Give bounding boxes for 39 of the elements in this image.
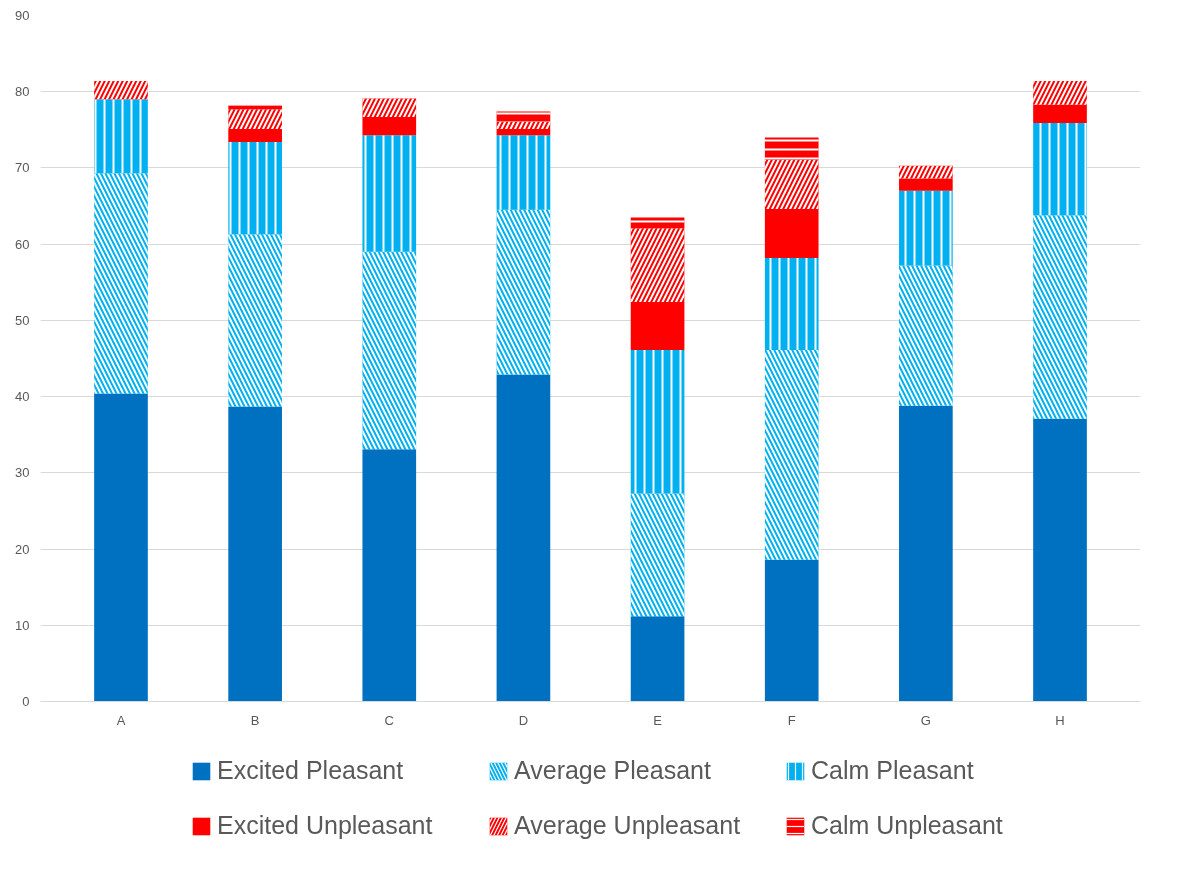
- x-tick-label: H: [1055, 712, 1065, 728]
- y-tick-label: 40: [15, 389, 30, 405]
- x-tick-label: B: [250, 712, 260, 728]
- bar: [899, 405, 953, 702]
- x-tick-label: A: [116, 712, 126, 728]
- x-tick-label: C: [384, 712, 394, 728]
- bar: [228, 129, 282, 143]
- legend-label: Calm Unpleasant: [811, 811, 1004, 840]
- bar: [764, 559, 819, 702]
- bar: [1033, 104, 1087, 123]
- y-tick-label: 70: [15, 160, 30, 176]
- legend-label: Excited Pleasant: [217, 756, 405, 785]
- bar: [362, 449, 417, 702]
- y-tick-label: 30: [15, 465, 30, 481]
- bar: [94, 393, 148, 702]
- bar: [496, 129, 551, 136]
- y-tick-label: 60: [15, 236, 30, 252]
- bar: [1033, 418, 1087, 702]
- bar: [899, 178, 953, 191]
- bar: [496, 374, 551, 702]
- y-tick-label: 20: [15, 541, 30, 557]
- x-tick-label: F: [787, 712, 796, 728]
- y-tick-label: 90: [15, 8, 30, 23]
- y-tick-label: 50: [15, 312, 30, 328]
- bar: [764, 209, 819, 258]
- bar: [362, 116, 417, 136]
- y-tick-label: 10: [15, 617, 30, 633]
- bar: [228, 406, 282, 702]
- bar: [630, 302, 685, 351]
- y-tick-label: 80: [15, 84, 30, 100]
- legend-label: Average Unpleasant: [514, 811, 742, 840]
- x-tick-label: D: [518, 712, 529, 728]
- legend-label: Calm Pleasant: [811, 756, 975, 785]
- bar: [630, 616, 685, 702]
- y-tick-label: 0: [22, 694, 30, 709]
- x-tick-label: G: [920, 712, 931, 728]
- legend-label: Average Pleasant: [514, 756, 712, 785]
- x-tick-label: E: [653, 712, 663, 728]
- legend-label: Excited Unpleasant: [217, 811, 434, 840]
